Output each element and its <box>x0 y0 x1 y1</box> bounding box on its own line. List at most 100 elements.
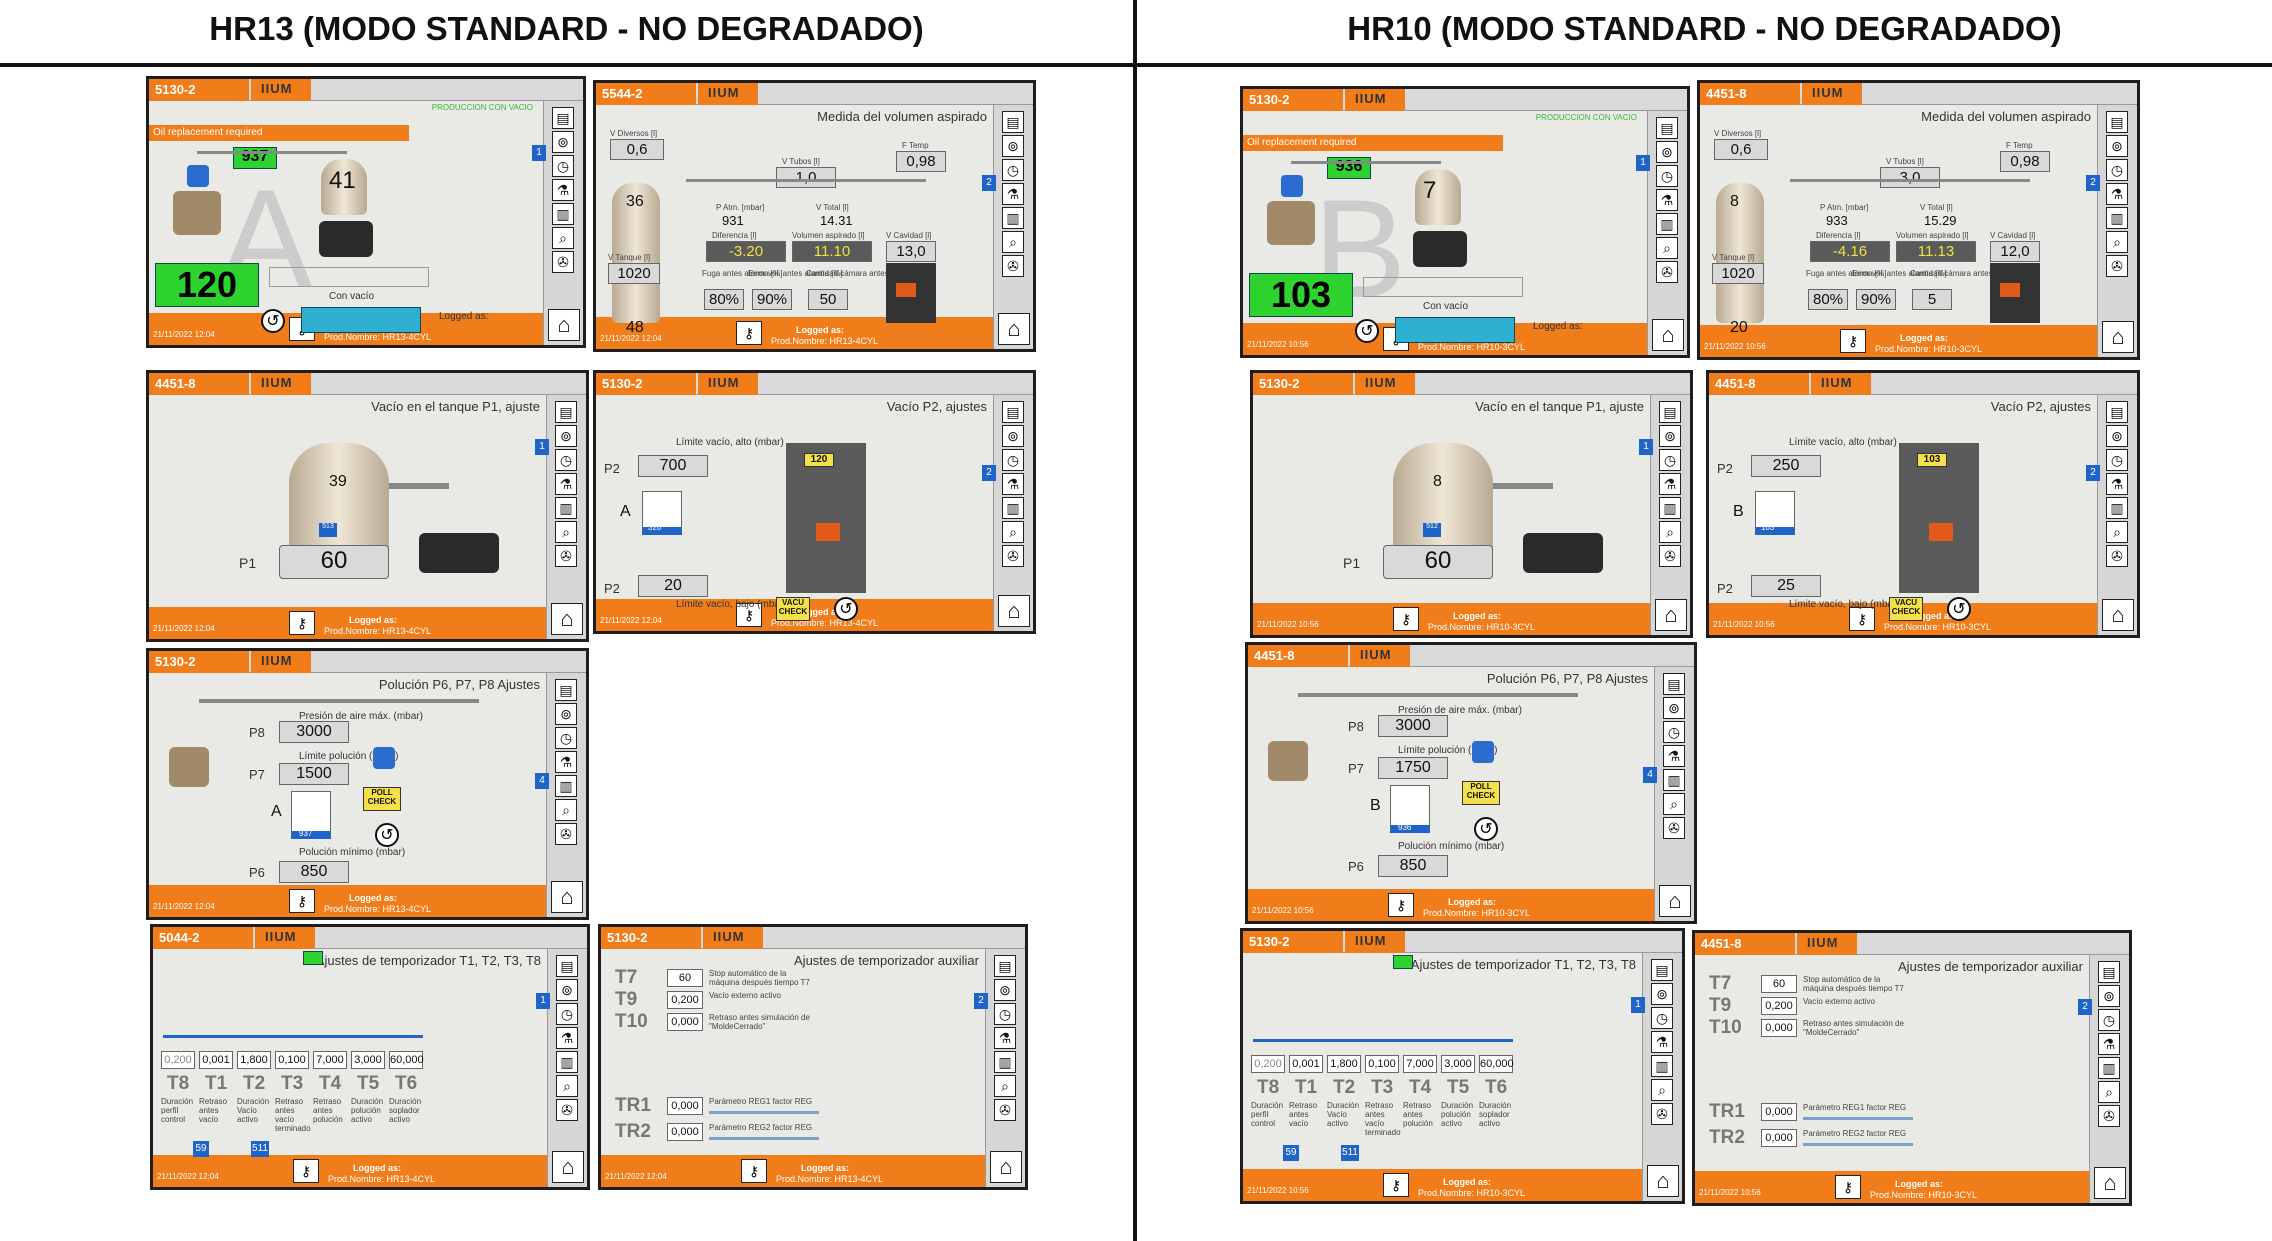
p1-value[interactable]: 60 <box>1383 545 1493 579</box>
home-icon[interactable]: ⌂ <box>2102 599 2134 631</box>
key-icon[interactable]: ⚷ <box>736 603 762 627</box>
home-icon[interactable]: ⌂ <box>551 881 583 913</box>
side-tool-icon-1[interactable]: ⊚ <box>1656 141 1678 163</box>
side-tool-icon-4[interactable]: ▥ <box>1659 497 1681 519</box>
side-tool-icon-6[interactable]: ✇ <box>2106 545 2128 567</box>
side-tool-icon-2[interactable]: ◷ <box>1002 449 1024 471</box>
side-tool-icon-1[interactable]: ⊚ <box>2106 135 2128 157</box>
timer-value-4[interactable]: 7,000 <box>313 1051 347 1069</box>
vacu-check[interactable]: VACU CHECK <box>776 597 810 621</box>
side-tool-icon-5[interactable]: ⌕ <box>1651 1079 1673 1101</box>
side-tool-icon-5[interactable]: ⌕ <box>2106 521 2128 543</box>
timer-value-3[interactable]: 0,100 <box>1365 1055 1399 1073</box>
side-tool-icon-4[interactable]: ▥ <box>555 775 577 797</box>
timer-value-0[interactable]: 0,200 <box>1251 1055 1285 1073</box>
aux-value-t10[interactable]: 0,000 <box>667 1013 703 1031</box>
poll-check[interactable]: POLL CHECK <box>1462 781 1500 805</box>
side-tool-icon-3[interactable]: ⚗ <box>1651 1031 1673 1053</box>
aux-value-tr2[interactable]: 0,000 <box>667 1123 703 1141</box>
side-tool-icon-6[interactable]: ✇ <box>1651 1103 1673 1125</box>
side-tool-icon-4[interactable]: ▥ <box>2098 1057 2120 1079</box>
home-icon[interactable]: ⌂ <box>990 1151 1022 1183</box>
side-tool-icon-3[interactable]: ⚗ <box>1663 745 1685 767</box>
key-icon[interactable]: ⚷ <box>1835 1175 1861 1199</box>
side-tool-icon-5[interactable]: ⌕ <box>555 799 577 821</box>
side-tool-icon-2[interactable]: ◷ <box>994 1003 1016 1025</box>
side-tool-icon-5[interactable]: ⌕ <box>994 1075 1016 1097</box>
side-tool-icon-3[interactable]: ⚗ <box>2106 473 2128 495</box>
side-tool-icon-6[interactable]: ✇ <box>1659 545 1681 567</box>
side-tool-icon-1[interactable]: ⊚ <box>2098 985 2120 1007</box>
side-tool-icon-6[interactable]: ✇ <box>2106 255 2128 277</box>
side-tool-icon-6[interactable]: ✇ <box>555 823 577 845</box>
vacu-check[interactable]: VACU CHECK <box>1889 597 1923 621</box>
side-tool-icon-6[interactable]: ✇ <box>994 1099 1016 1121</box>
side-tool-icon-5[interactable]: ⌕ <box>2098 1081 2120 1103</box>
side-tool-icon-0[interactable]: ▤ <box>994 955 1016 977</box>
side-tool-icon-6[interactable]: ✇ <box>2098 1105 2120 1127</box>
side-tool-icon-5[interactable]: ⌕ <box>2106 231 2128 253</box>
side-tool-icon-1[interactable]: ⊚ <box>1659 425 1681 447</box>
side-tool-icon-4[interactable]: ▥ <box>1002 207 1024 229</box>
side-tool-icon-5[interactable]: ⌕ <box>1663 793 1685 815</box>
side-tool-icon-3[interactable]: ⚗ <box>1659 473 1681 495</box>
key-icon[interactable]: ⚷ <box>1393 607 1419 631</box>
side-tool-icon-2[interactable]: ◷ <box>1651 1007 1673 1029</box>
bajo-value[interactable]: 25 <box>1751 575 1821 597</box>
home-icon[interactable]: ⌂ <box>2102 321 2134 353</box>
side-tool-icon-4[interactable]: ▥ <box>555 497 577 519</box>
bajo-value[interactable]: 20 <box>638 575 708 597</box>
home-icon[interactable]: ⌂ <box>1652 319 1684 351</box>
home-icon[interactable]: ⌂ <box>1647 1165 1679 1197</box>
side-tool-icon-3[interactable]: ⚗ <box>2106 183 2128 205</box>
side-tool-icon-2[interactable]: ◷ <box>2106 449 2128 471</box>
timer-value-1[interactable]: 0,001 <box>1289 1055 1323 1073</box>
side-tool-icon-0[interactable]: ▤ <box>1663 673 1685 695</box>
timer-value-1[interactable]: 0,001 <box>199 1051 233 1069</box>
reset-icon[interactable]: ↺ <box>1355 319 1379 343</box>
side-tool-icon-0[interactable]: ▤ <box>555 679 577 701</box>
timer-value-5[interactable]: 3,000 <box>1441 1055 1475 1073</box>
side-tool-icon-1[interactable]: ⊚ <box>555 425 577 447</box>
key-icon[interactable]: ⚷ <box>1849 607 1875 631</box>
reset-icon[interactable]: ↺ <box>834 597 858 621</box>
side-tool-icon-3[interactable]: ⚗ <box>556 1027 578 1049</box>
aux-value-t9[interactable]: 0,200 <box>1761 997 1797 1015</box>
side-tool-icon-5[interactable]: ⌕ <box>1659 521 1681 543</box>
side-tool-icon-5[interactable]: ⌕ <box>1656 237 1678 259</box>
side-tool-icon-5[interactable]: ⌕ <box>1002 521 1024 543</box>
side-tool-icon-2[interactable]: ◷ <box>556 1003 578 1025</box>
side-tool-icon-0[interactable]: ▤ <box>1002 111 1024 133</box>
home-icon[interactable]: ⌂ <box>2094 1167 2126 1199</box>
timer-value-4[interactable]: 7,000 <box>1403 1055 1437 1073</box>
p8-value[interactable]: 3000 <box>1378 715 1448 737</box>
home-icon[interactable]: ⌂ <box>551 603 583 635</box>
key-icon[interactable]: ⚷ <box>289 889 315 913</box>
reset-icon[interactable]: ↺ <box>1474 817 1498 841</box>
side-tool-icon-0[interactable]: ▤ <box>1656 117 1678 139</box>
side-tool-icon-4[interactable]: ▥ <box>556 1051 578 1073</box>
side-tool-icon-3[interactable]: ⚗ <box>2098 1033 2120 1055</box>
home-icon[interactable]: ⌂ <box>548 309 580 341</box>
timer-value-6[interactable]: 60,000 <box>1479 1055 1514 1073</box>
home-icon[interactable]: ⌂ <box>1659 885 1691 917</box>
home-icon[interactable]: ⌂ <box>1655 599 1687 631</box>
side-tool-icon-5[interactable]: ⌕ <box>552 227 574 249</box>
reset-icon[interactable]: ↺ <box>1947 597 1971 621</box>
side-tool-icon-0[interactable]: ▤ <box>556 955 578 977</box>
side-tool-icon-1[interactable]: ⊚ <box>556 979 578 1001</box>
side-tool-icon-1[interactable]: ⊚ <box>1663 697 1685 719</box>
side-tool-icon-3[interactable]: ⚗ <box>555 751 577 773</box>
side-tool-icon-0[interactable]: ▤ <box>1659 401 1681 423</box>
side-tool-icon-1[interactable]: ⊚ <box>1002 425 1024 447</box>
p6-value[interactable]: 850 <box>279 861 349 883</box>
side-tool-icon-2[interactable]: ◷ <box>2098 1009 2120 1031</box>
side-tool-icon-0[interactable]: ▤ <box>555 401 577 423</box>
key-icon[interactable]: ⚷ <box>1840 329 1866 353</box>
side-tool-icon-4[interactable]: ▥ <box>2106 207 2128 229</box>
side-tool-icon-5[interactable]: ⌕ <box>555 521 577 543</box>
timer-value-0[interactable]: 0,200 <box>161 1051 195 1069</box>
key-icon[interactable]: ⚷ <box>289 611 315 635</box>
p7-value[interactable]: 1750 <box>1378 757 1448 779</box>
key-icon[interactable]: ⚷ <box>736 321 762 345</box>
